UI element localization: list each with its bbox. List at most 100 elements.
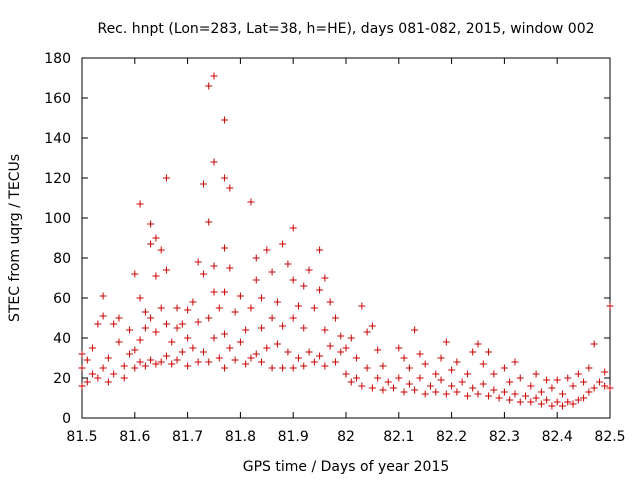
y-tick-label: 100 xyxy=(44,211,71,227)
data-point xyxy=(522,392,530,400)
x-tick-label: 81.9 xyxy=(278,429,309,445)
data-point xyxy=(358,302,366,310)
y-tick-label: 140 xyxy=(44,131,71,147)
data-point xyxy=(131,270,139,278)
data-point xyxy=(104,378,112,386)
data-point xyxy=(205,82,213,90)
data-point xyxy=(99,312,107,320)
data-point xyxy=(247,304,255,312)
data-point xyxy=(437,354,445,362)
data-point xyxy=(321,326,329,334)
data-point xyxy=(363,328,371,336)
data-point xyxy=(168,360,176,368)
data-point xyxy=(553,376,561,384)
data-point xyxy=(210,72,218,80)
data-point xyxy=(527,398,535,406)
data-point xyxy=(442,390,450,398)
data-point xyxy=(395,374,403,382)
data-point xyxy=(585,364,593,372)
data-point xyxy=(205,358,213,366)
data-point xyxy=(448,366,456,374)
data-point xyxy=(147,240,155,248)
data-point xyxy=(590,340,598,348)
data-point xyxy=(474,340,482,348)
data-point xyxy=(184,334,192,342)
data-point xyxy=(374,346,382,354)
data-point xyxy=(83,356,91,364)
data-point xyxy=(89,344,97,352)
data-point xyxy=(490,370,498,378)
data-point xyxy=(231,356,239,364)
data-point xyxy=(199,270,207,278)
data-point xyxy=(279,364,287,372)
data-point xyxy=(437,376,445,384)
data-point xyxy=(89,370,97,378)
data-point xyxy=(453,358,461,366)
data-point xyxy=(294,354,302,362)
data-point xyxy=(590,384,598,392)
data-point xyxy=(258,358,266,366)
data-point xyxy=(242,326,250,334)
data-point xyxy=(205,314,213,322)
data-point xyxy=(601,368,609,376)
x-tick-label: 81.8 xyxy=(225,429,256,445)
data-point xyxy=(342,370,350,378)
data-point xyxy=(210,262,218,270)
data-point xyxy=(485,392,493,400)
data-point xyxy=(221,244,229,252)
data-point xyxy=(78,350,86,358)
data-point xyxy=(347,378,355,386)
data-point xyxy=(120,362,128,370)
y-tick-label: 0 xyxy=(62,411,71,427)
data-point xyxy=(115,314,123,322)
data-point xyxy=(194,358,202,366)
data-point xyxy=(548,384,556,392)
data-point xyxy=(189,298,197,306)
data-point xyxy=(252,254,260,262)
data-point xyxy=(495,394,503,402)
data-point xyxy=(606,384,614,392)
data-point xyxy=(469,348,477,356)
data-point xyxy=(247,354,255,362)
data-point xyxy=(273,340,281,348)
data-point xyxy=(231,308,239,316)
data-point xyxy=(384,378,392,386)
data-point xyxy=(147,314,155,322)
data-point xyxy=(199,348,207,356)
data-point xyxy=(136,294,144,302)
data-point xyxy=(379,386,387,394)
data-point xyxy=(368,322,376,330)
data-point xyxy=(157,246,165,254)
data-point xyxy=(300,362,308,370)
data-point xyxy=(215,304,223,312)
data-point xyxy=(94,374,102,382)
data-point xyxy=(337,348,345,356)
data-point xyxy=(405,380,413,388)
data-point xyxy=(289,224,297,232)
data-point xyxy=(601,382,609,390)
data-point xyxy=(152,234,160,242)
data-point xyxy=(543,376,551,384)
data-point xyxy=(168,338,176,346)
data-point xyxy=(294,302,302,310)
data-point xyxy=(321,274,329,282)
data-point xyxy=(458,378,466,386)
data-point xyxy=(310,304,318,312)
data-point xyxy=(527,382,535,390)
data-point xyxy=(147,356,155,364)
data-point xyxy=(78,382,86,390)
data-point xyxy=(194,258,202,266)
x-tick-label: 82.2 xyxy=(436,429,467,445)
data-point xyxy=(258,324,266,332)
data-point xyxy=(331,358,339,366)
data-point xyxy=(321,362,329,370)
data-point xyxy=(147,220,155,228)
data-point xyxy=(548,402,556,410)
data-point xyxy=(236,292,244,300)
data-point xyxy=(574,370,582,378)
data-point xyxy=(273,298,281,306)
data-point xyxy=(162,320,170,328)
data-point xyxy=(152,272,160,280)
data-point xyxy=(173,356,181,364)
data-point xyxy=(226,344,234,352)
